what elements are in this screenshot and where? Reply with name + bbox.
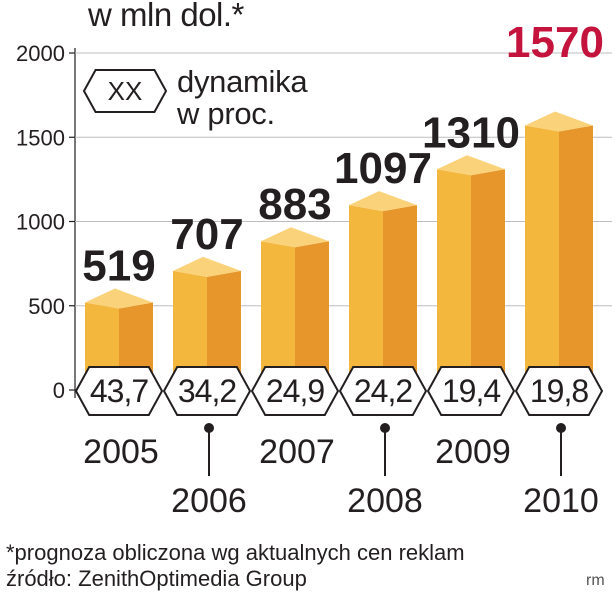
bar-top-face (261, 227, 329, 248)
author-credit: rm (586, 572, 605, 589)
dynamics-label: 24,2 (354, 373, 412, 409)
dynamics-label: 19,8 (530, 373, 588, 409)
bar-front-face (437, 169, 471, 390)
dynamics-label: 34,2 (178, 373, 236, 409)
y-tick-label: 2000 (16, 41, 65, 66)
dynamics-hexagon (162, 366, 252, 416)
bar-front-face (349, 205, 383, 390)
bar-top-face (85, 288, 153, 309)
value-label: 1310 (422, 108, 520, 157)
dynamics-hexagon (338, 366, 428, 416)
bar-top-face (437, 155, 505, 176)
bar-front-face (525, 125, 559, 390)
y-tick-label: 0 (53, 378, 65, 403)
source-note: źródło: ZenithOptimedia Group (6, 566, 307, 591)
bar-2008 (349, 191, 417, 390)
bar-side-face (383, 205, 417, 390)
bar-front-face (173, 270, 207, 390)
legend-text: dynamika w proc. (177, 64, 308, 131)
bar-top-face (173, 256, 241, 277)
bar-2006 (173, 256, 241, 390)
dynamics-label: 19,4 (442, 373, 500, 409)
value-label: 519 (82, 242, 155, 291)
x-tick-label: 2005 (83, 433, 159, 471)
dynamics-label: 24,9 (266, 373, 324, 409)
x-tick-label: 2009 (435, 433, 511, 471)
y-tick-label: 500 (28, 294, 65, 319)
x-tick-label: 2006 (171, 482, 247, 520)
y-tick-label: 1000 (16, 210, 65, 235)
footnote: *prognoza obliczona wg aktualnych cen re… (6, 540, 465, 565)
value-label: 1097 (334, 144, 432, 193)
x-tick-label: 2010 (523, 482, 599, 520)
bar-front-face (261, 241, 295, 390)
bar-side-face (207, 270, 241, 390)
dynamics-hexagon (250, 366, 340, 416)
bar-2007 (261, 227, 329, 390)
legend-line-2: w proc. (177, 96, 275, 131)
bar-top-face (349, 191, 417, 212)
value-label: 883 (258, 180, 331, 229)
bar-side-face (471, 169, 505, 390)
value-label: 1570 (506, 18, 604, 67)
legend-symbol-label: XX (108, 76, 143, 106)
dynamics-hexagon (426, 366, 516, 416)
x-tick-label: 2007 (259, 433, 335, 471)
bar-top-face (525, 111, 593, 132)
x-tick-label: 2008 (347, 482, 423, 520)
bar-2010 (525, 111, 593, 390)
bar-side-face (295, 241, 329, 390)
value-label: 707 (170, 210, 243, 259)
bar-side-face (559, 125, 593, 390)
y-tick-label: 1500 (16, 125, 65, 150)
dynamics-label: 43,7 (90, 373, 148, 409)
legend-line-1: dynamika (177, 64, 308, 99)
bar-2009 (437, 155, 505, 390)
dynamics-hexagon (74, 366, 164, 416)
dynamics-hexagon (514, 366, 604, 416)
legend-hexagon-symbol (82, 69, 168, 113)
unit-label: w mln dol.* (88, 0, 244, 33)
